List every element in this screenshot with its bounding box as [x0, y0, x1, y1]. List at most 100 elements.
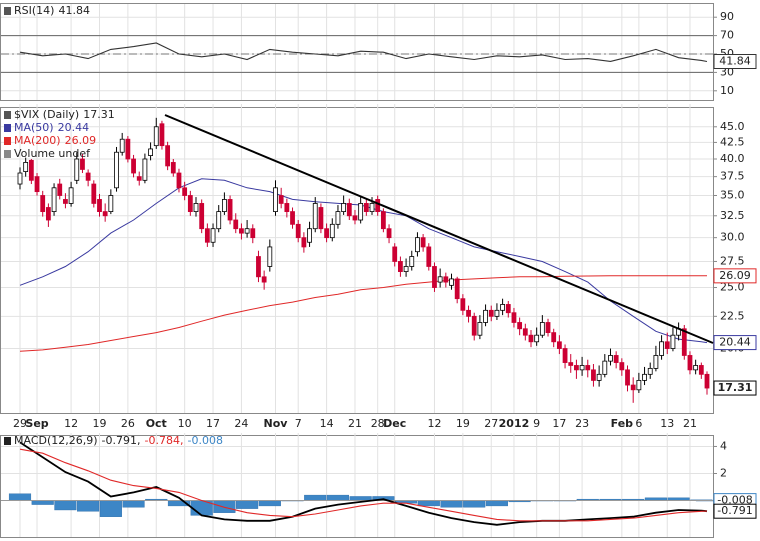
legend-text: RSI(14): [14, 4, 54, 17]
x-tick-label: 12: [427, 417, 441, 430]
candle-body: [17, 172, 23, 185]
candle-body: [34, 176, 40, 193]
legend-text: $VIX (Daily): [14, 108, 79, 121]
candle-body: [630, 384, 636, 391]
value-badge-label: -0.791: [717, 504, 752, 517]
y-tick-label: 2: [720, 466, 727, 479]
candle-body: [545, 322, 551, 334]
candle-body: [608, 355, 613, 362]
candle-body: [23, 162, 29, 172]
candle-body: [91, 183, 97, 204]
histogram-bar: [31, 500, 54, 505]
candle-body: [517, 322, 523, 330]
candle-body: [687, 355, 693, 371]
legend-text: 20.44: [58, 121, 90, 134]
candle-body: [290, 211, 295, 225]
x-tick-label: 2012: [499, 417, 530, 430]
candle-body: [244, 228, 250, 234]
candle-body: [329, 223, 335, 239]
candle-body: [273, 187, 278, 212]
x-tick-label: Feb: [611, 417, 634, 430]
legend-entry: Volume undef: [14, 147, 91, 160]
candle-body: [358, 203, 364, 221]
x-tick-label: 23: [575, 417, 589, 430]
candle-body: [352, 215, 358, 221]
candle-body: [80, 158, 85, 170]
histogram-bar: [77, 500, 100, 512]
histogram-bar: [213, 500, 236, 513]
candle-body: [148, 148, 153, 156]
legend-entry: MA(50) 20.44: [14, 121, 89, 134]
x-tick-label: 28: [371, 417, 385, 430]
value-badge-label: 41.84: [719, 55, 751, 68]
candle-body: [380, 211, 386, 230]
candle-body: [165, 145, 171, 167]
candle-body: [210, 228, 216, 243]
candle-body: [136, 176, 142, 181]
y-tick-label: 70: [720, 29, 734, 42]
x-tick-label: 17: [206, 417, 220, 430]
candle-body: [659, 341, 664, 356]
candle-body: [591, 369, 596, 381]
y-tick-label: 25.0: [720, 281, 745, 294]
histogram-bar: [304, 494, 327, 501]
y-tick-label: 90: [720, 10, 734, 23]
candle-body: [307, 228, 312, 243]
candle-body: [426, 246, 432, 267]
x-tick-label: Nov: [264, 417, 289, 430]
candle-body: [45, 207, 51, 221]
y-tick-label: 37.5: [720, 170, 745, 183]
legend-text: Volume undef: [14, 147, 91, 160]
histogram-bar: [417, 500, 440, 507]
candle-body: [392, 246, 398, 262]
candle-body: [602, 360, 608, 375]
x-tick-label: 29: [13, 417, 27, 430]
candle-body: [63, 199, 68, 204]
candle-body: [227, 199, 233, 221]
candle-body: [102, 211, 108, 217]
candle-body: [193, 203, 199, 212]
panel-frames: [0, 3, 714, 538]
histogram-bar: [485, 500, 508, 507]
candle-body: [494, 309, 500, 317]
x-tick-label: 13: [660, 417, 674, 430]
candle-body: [454, 278, 460, 300]
candle-body: [318, 207, 324, 230]
histogram-bar: [54, 500, 77, 511]
candle-body: [698, 365, 704, 375]
candle-body: [562, 348, 568, 363]
x-tick-label: 10: [178, 417, 192, 430]
candle-body: [556, 341, 562, 349]
candle-body: [341, 203, 347, 212]
candle-body: [85, 172, 91, 181]
candle-body: [204, 228, 210, 243]
series-line: [19, 441, 708, 526]
candle-body: [613, 355, 619, 363]
candle-body: [460, 298, 466, 311]
candle-body: [284, 203, 290, 212]
candle-body: [505, 304, 511, 314]
candle-body: [551, 332, 557, 343]
histogram-bar: [326, 494, 350, 501]
candle-body: [119, 138, 125, 153]
x-tick-label: Sep: [25, 417, 48, 430]
x-tick-label: 21: [683, 417, 697, 430]
candle-body: [153, 126, 159, 147]
candle-body: [511, 312, 517, 323]
x-tick-label: 19: [92, 417, 106, 430]
overlay: [164, 114, 714, 344]
value-badge: [713, 54, 757, 70]
candle-body: [420, 237, 426, 248]
x-tick-label: 19: [456, 417, 470, 430]
y-tick-label: 30.0: [720, 231, 745, 244]
candle-body: [443, 276, 449, 283]
candle-body: [97, 199, 102, 212]
candle-body: [68, 187, 74, 204]
value-badge: [713, 503, 757, 519]
candle-body: [477, 322, 483, 336]
x-tick-label: 7: [295, 417, 302, 430]
candle-body: [574, 365, 579, 371]
candle-body: [647, 367, 653, 375]
candle-body: [295, 223, 301, 239]
